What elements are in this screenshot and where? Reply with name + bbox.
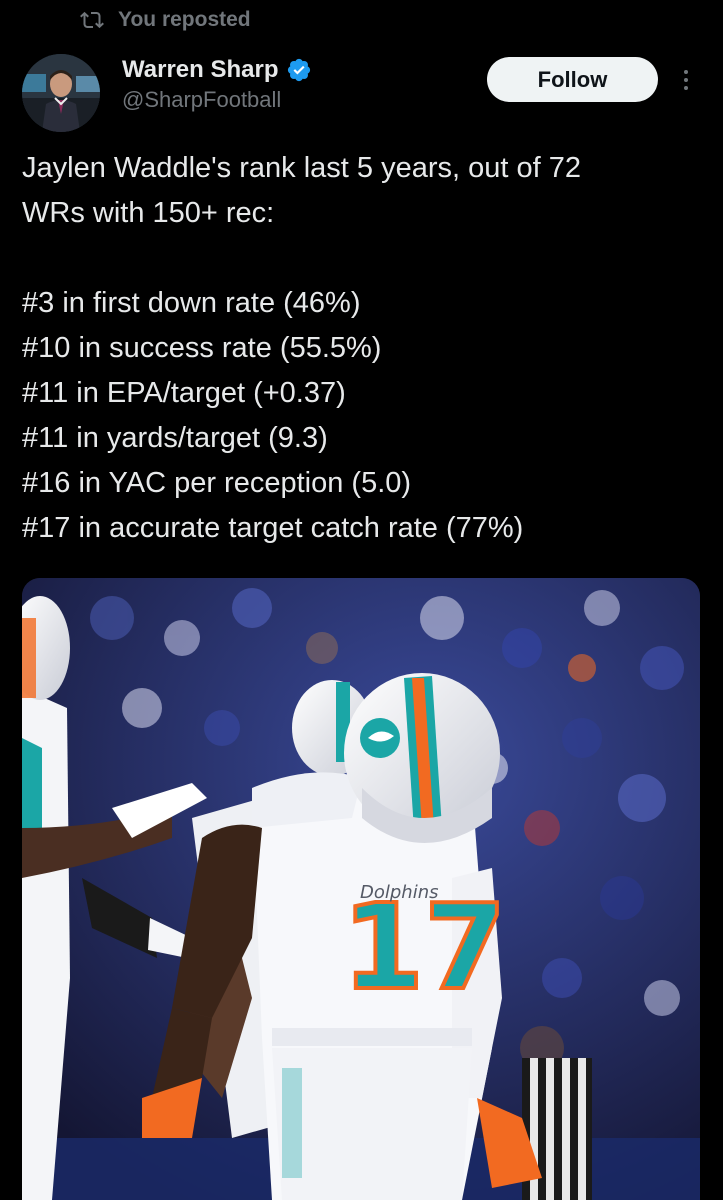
more-dot <box>684 86 688 90</box>
jersey-number: 17 <box>342 878 506 1016</box>
repost-indicator: You reposted <box>80 6 251 34</box>
verified-badge-icon <box>286 57 312 83</box>
photo-scene: 17 Dolphins <box>22 578 700 1200</box>
follow-button[interactable]: Follow <box>487 57 658 102</box>
tweet-line: #3 in first down rate (46%) <box>22 287 361 319</box>
tweet-line: #11 in yards/target (9.3) <box>22 422 328 454</box>
crowd-texture <box>90 588 684 1070</box>
tweet-line: WRs with 150+ rec: <box>22 197 275 229</box>
jersey-wordmark: Dolphins <box>360 882 439 903</box>
author-name[interactable]: Warren Sharp <box>122 56 279 83</box>
avatar[interactable] <box>22 54 100 132</box>
tweet-line: #17 in accurate target catch rate (77%) <box>22 512 524 544</box>
tweet-photo[interactable]: 17 Dolphins <box>22 578 700 1200</box>
more-options-icon[interactable] <box>676 64 696 96</box>
tweet-blank-line <box>22 236 707 281</box>
more-dot <box>684 70 688 74</box>
repost-label: You reposted <box>118 8 251 31</box>
tweet-line: #16 in YAC per reception (5.0) <box>22 467 412 499</box>
tweet-line: #11 in EPA/target (+0.37) <box>22 377 346 409</box>
left-teammate <box>22 596 207 1200</box>
tweet-line: Jaylen Waddle's rank last 5 years, out o… <box>22 152 581 184</box>
more-dot <box>684 78 688 82</box>
tweet-line: #10 in success rate (55.5%) <box>22 332 382 364</box>
author-handle[interactable]: @SharpFootball <box>122 87 282 112</box>
author-block: Warren Sharp @SharpFootball <box>122 55 312 113</box>
main-player: 17 Dolphins <box>142 673 542 1200</box>
author-name-row[interactable]: Warren Sharp <box>122 55 312 85</box>
tweet-text: Jaylen Waddle's rank last 5 years, out o… <box>22 146 707 551</box>
repost-icon <box>80 8 104 32</box>
